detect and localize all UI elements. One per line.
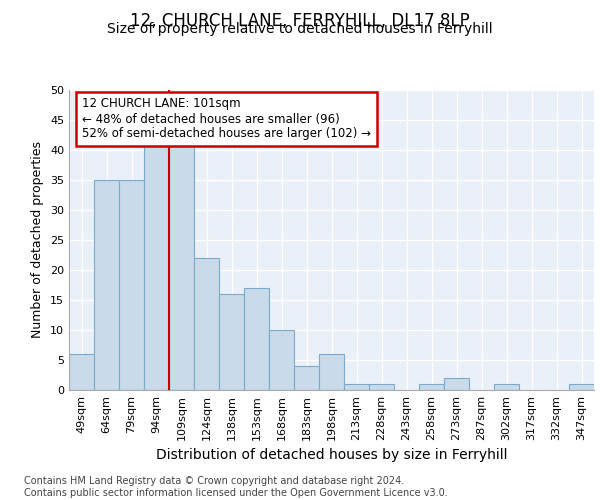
Text: 12 CHURCH LANE: 101sqm
← 48% of detached houses are smaller (96)
52% of semi-det: 12 CHURCH LANE: 101sqm ← 48% of detached…	[82, 98, 371, 140]
Bar	[419, 384, 444, 390]
Text: 12, CHURCH LANE, FERRYHILL, DL17 8LP: 12, CHURCH LANE, FERRYHILL, DL17 8LP	[130, 12, 470, 30]
Bar	[494, 384, 519, 390]
Bar	[444, 378, 469, 390]
Bar	[269, 330, 294, 390]
Bar	[194, 258, 219, 390]
Bar	[169, 144, 194, 390]
Bar	[369, 384, 394, 390]
Bar	[319, 354, 344, 390]
Bar	[144, 144, 169, 390]
Bar	[119, 180, 144, 390]
Bar	[569, 384, 594, 390]
X-axis label: Distribution of detached houses by size in Ferryhill: Distribution of detached houses by size …	[156, 448, 507, 462]
Bar	[219, 294, 244, 390]
Y-axis label: Number of detached properties: Number of detached properties	[31, 142, 44, 338]
Bar	[69, 354, 94, 390]
Bar	[344, 384, 369, 390]
Bar	[294, 366, 319, 390]
Bar	[94, 180, 119, 390]
Text: Size of property relative to detached houses in Ferryhill: Size of property relative to detached ho…	[107, 22, 493, 36]
Text: Contains HM Land Registry data © Crown copyright and database right 2024.
Contai: Contains HM Land Registry data © Crown c…	[24, 476, 448, 498]
Bar	[244, 288, 269, 390]
